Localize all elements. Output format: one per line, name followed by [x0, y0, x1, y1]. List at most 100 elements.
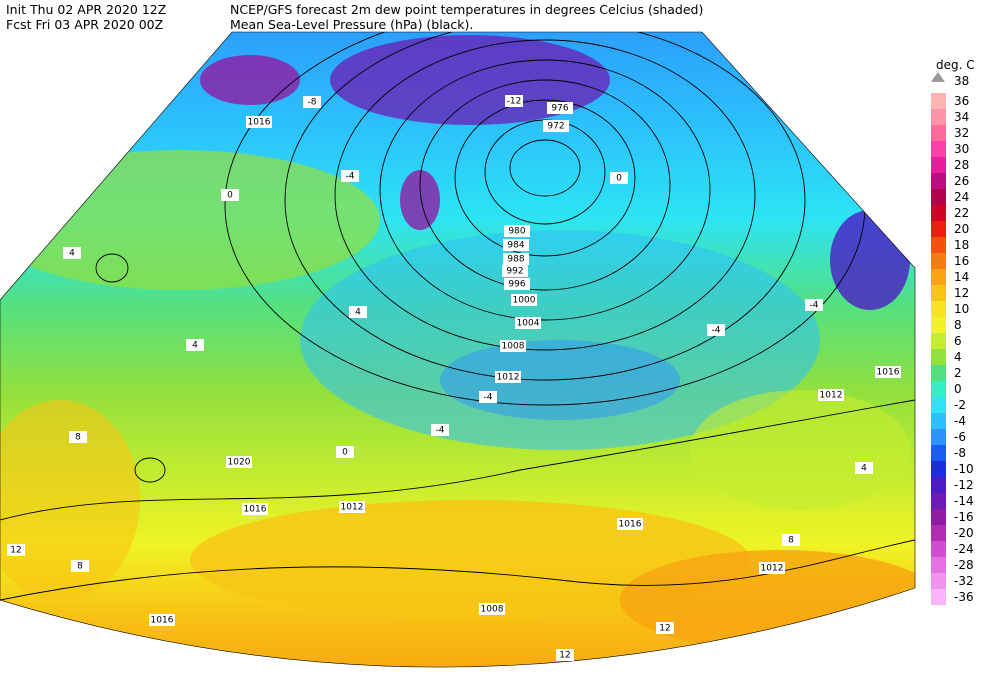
dewpoint-label-box — [556, 649, 574, 661]
legend-label: 14 — [954, 270, 969, 284]
isobar-label: 972 — [547, 122, 564, 132]
isobar-label-box — [875, 366, 901, 378]
isobar-label: 976 — [551, 104, 568, 114]
init-time: Init Thu 02 APR 2020 12Z — [6, 2, 166, 17]
legend-label: 30 — [954, 142, 969, 156]
isobar-label-box — [500, 340, 526, 352]
legend-swatch — [931, 589, 946, 605]
dewpoint-label-box — [186, 339, 204, 351]
isobar-label: 1004 — [517, 319, 540, 329]
dewpoint-label-box — [69, 431, 87, 443]
dewpoint-label: 12 — [10, 546, 21, 556]
dewpoint-label: -4 — [712, 326, 721, 336]
dewpoint-label: 4 — [192, 341, 198, 351]
isobar-label-box — [504, 278, 530, 290]
isobar-label-box — [503, 239, 529, 251]
dewpoint-label: -4 — [484, 393, 493, 403]
legend-swatch — [931, 237, 946, 253]
dewpoint-label: -4 — [346, 172, 355, 182]
dewpoint-label: 4 — [861, 464, 867, 474]
isobar-label: 1008 — [502, 342, 525, 352]
dewpoint-label: 12 — [559, 651, 570, 661]
dewpoint-label-box — [782, 534, 800, 546]
legend-label: 16 — [954, 254, 969, 268]
isobar-label: 1020 — [228, 458, 251, 468]
map-subtitle: Mean Sea-Level Pressure (hPa) (black). — [230, 17, 473, 32]
map-labels: 976 972 980 984 988 992 996 1000 1004 1008 1012 101… — [7, 95, 901, 661]
legend-swatch — [931, 253, 946, 269]
isobar-label: 988 — [507, 255, 524, 265]
legend-swatch — [931, 493, 946, 509]
isobar-label: 1016 — [877, 368, 900, 378]
isobar-label-box — [504, 225, 530, 237]
dewpoint-label-box — [805, 299, 823, 311]
isobar-label: 1016 — [151, 616, 174, 626]
dewpoint-label: 0 — [342, 448, 348, 458]
legend: 363432302826242220181614121086420-2-4-6-… — [931, 93, 974, 605]
legend-swatch — [931, 349, 946, 365]
legend-swatch — [931, 509, 946, 525]
legend-swatch — [931, 285, 946, 301]
legend-swatch — [931, 365, 946, 381]
legend-label: 20 — [954, 222, 969, 236]
legend-swatch — [931, 93, 946, 109]
dewpoint-label: 0 — [616, 174, 622, 184]
isobar-label: 980 — [508, 227, 525, 237]
isobar-label-box — [759, 562, 785, 574]
dewpoint-label-box — [221, 189, 239, 201]
dewpoint-label-box — [431, 424, 449, 436]
isobar-label-box — [149, 614, 175, 626]
legend-label: 18 — [954, 238, 969, 252]
legend-label: -24 — [954, 542, 974, 556]
legend-swatch — [931, 397, 946, 413]
isobar-label-box — [495, 371, 521, 383]
dewpoint-label-box — [71, 560, 89, 572]
legend-label: 6 — [954, 334, 962, 348]
isobar-label: 984 — [507, 241, 524, 251]
dewpoint-label: -8 — [308, 98, 317, 108]
legend-swatch — [931, 477, 946, 493]
isobar-label-box — [226, 456, 252, 468]
dewpoint-label: 4 — [355, 308, 361, 318]
legend-swatch — [931, 413, 946, 429]
dewpoint-label: 8 — [75, 433, 81, 443]
isobar-label-box — [479, 603, 505, 615]
isobar-label-box — [617, 518, 643, 530]
dewpoint-label-box — [341, 170, 359, 182]
isobar-label: 1012 — [761, 564, 784, 574]
isobar-label: 1016 — [244, 505, 267, 515]
dewpoint-label-box — [610, 172, 628, 184]
dewpoint-label: 8 — [788, 536, 794, 546]
legend-swatch — [931, 461, 946, 477]
legend-swatch — [931, 557, 946, 573]
isobar-label: 1008 — [481, 605, 504, 615]
legend-arrow — [931, 72, 945, 82]
legend-label: -28 — [954, 558, 974, 572]
legend-swatch — [931, 205, 946, 221]
isobar-label-box — [502, 265, 528, 277]
isobar-label-box — [818, 389, 844, 401]
dewpoint-label: 8 — [77, 562, 83, 572]
legend-label: -2 — [954, 398, 966, 412]
isobar-label-box — [339, 501, 365, 513]
dewpoint-label: -4 — [436, 426, 445, 436]
dewpoint-label: 0 — [227, 191, 233, 201]
legend-label: -32 — [954, 574, 974, 588]
dewpoint-label-box — [303, 96, 321, 108]
legend-unit: deg. C — [936, 58, 975, 72]
legend-label: -36 — [954, 590, 974, 604]
legend-label: -20 — [954, 526, 974, 540]
legend-swatch — [931, 525, 946, 541]
isobar-label-box — [242, 503, 268, 515]
legend-label: 4 — [954, 350, 962, 364]
isobar-label-box — [511, 294, 537, 306]
legend-label: 28 — [954, 158, 969, 172]
dewpoint-label-box — [7, 544, 25, 556]
legend-label: 36 — [954, 94, 969, 108]
isobar-label-box — [543, 120, 569, 132]
dewpoint-label-box — [479, 391, 497, 403]
isobar-label: 1016 — [619, 520, 642, 530]
dewpoint-label-box — [63, 247, 81, 259]
legend-swatch — [931, 333, 946, 349]
